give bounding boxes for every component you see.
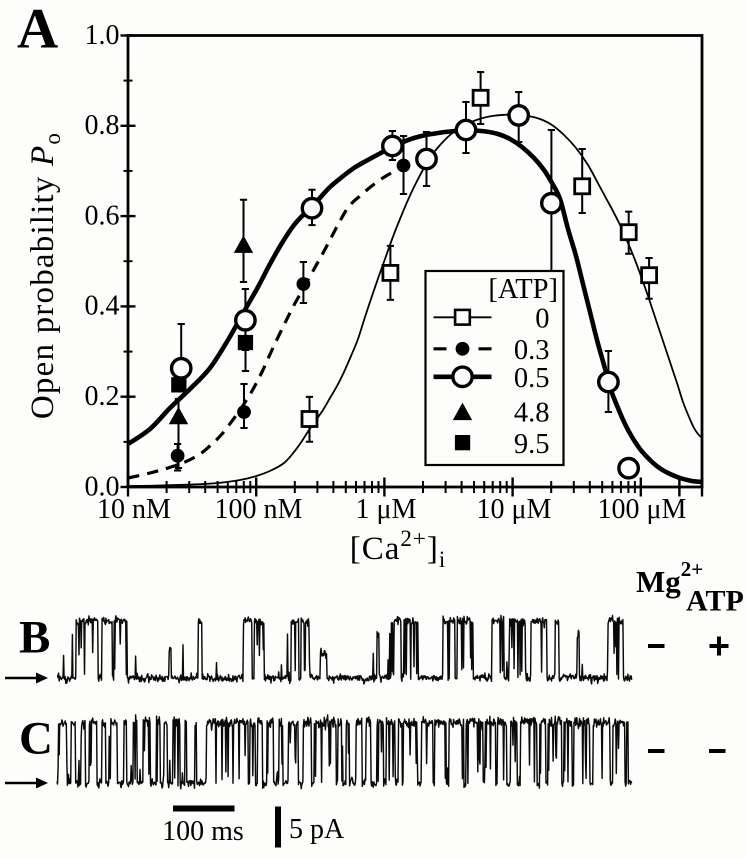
svg-text:B: B <box>19 612 50 664</box>
svg-text:1.0: 1.0 <box>85 20 120 51</box>
svg-text:[Ca2+]i: [Ca2+]i <box>350 526 447 572</box>
svg-text:10 nM: 10 nM <box>97 494 171 525</box>
svg-text:[ATP]: [ATP] <box>488 274 558 305</box>
svg-text:0.3: 0.3 <box>514 335 550 366</box>
svg-text:100 nM: 100 nM <box>215 494 303 525</box>
svg-text:4.8: 4.8 <box>514 398 550 429</box>
svg-text:0.8: 0.8 <box>85 110 120 141</box>
svg-text:100 μM: 100 μM <box>598 494 687 525</box>
svg-text:Mg2+: Mg2+ <box>636 557 703 599</box>
svg-text:0: 0 <box>535 304 549 335</box>
svg-text:1 μM: 1 μM <box>356 494 417 525</box>
svg-text:C: C <box>19 713 53 765</box>
svg-text:0.2: 0.2 <box>85 381 120 412</box>
svg-text:0.6: 0.6 <box>85 200 120 231</box>
svg-text:100 ms: 100 ms <box>162 816 244 847</box>
svg-text:0.4: 0.4 <box>85 291 120 322</box>
svg-text:A: A <box>17 0 58 61</box>
svg-text:5 pA: 5 pA <box>289 814 345 845</box>
svg-text:Open probability Po: Open probability Po <box>25 132 65 419</box>
svg-text:9.5: 9.5 <box>514 429 550 460</box>
svg-text:ATP: ATP <box>686 585 744 618</box>
svg-text:0.5: 0.5 <box>514 363 550 394</box>
svg-text:0.0: 0.0 <box>85 471 120 502</box>
svg-text:10 μM: 10 μM <box>477 494 552 525</box>
